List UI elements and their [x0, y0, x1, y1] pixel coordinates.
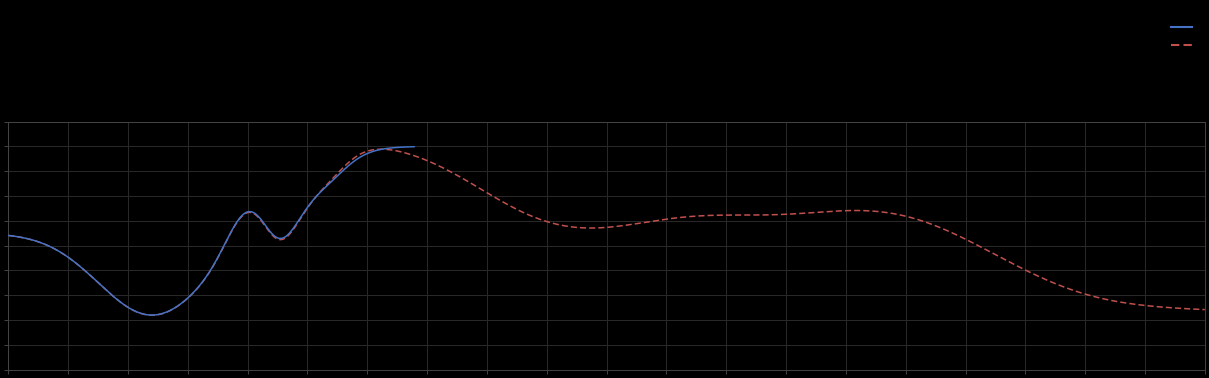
Legend: , : ,: [1170, 22, 1201, 50]
